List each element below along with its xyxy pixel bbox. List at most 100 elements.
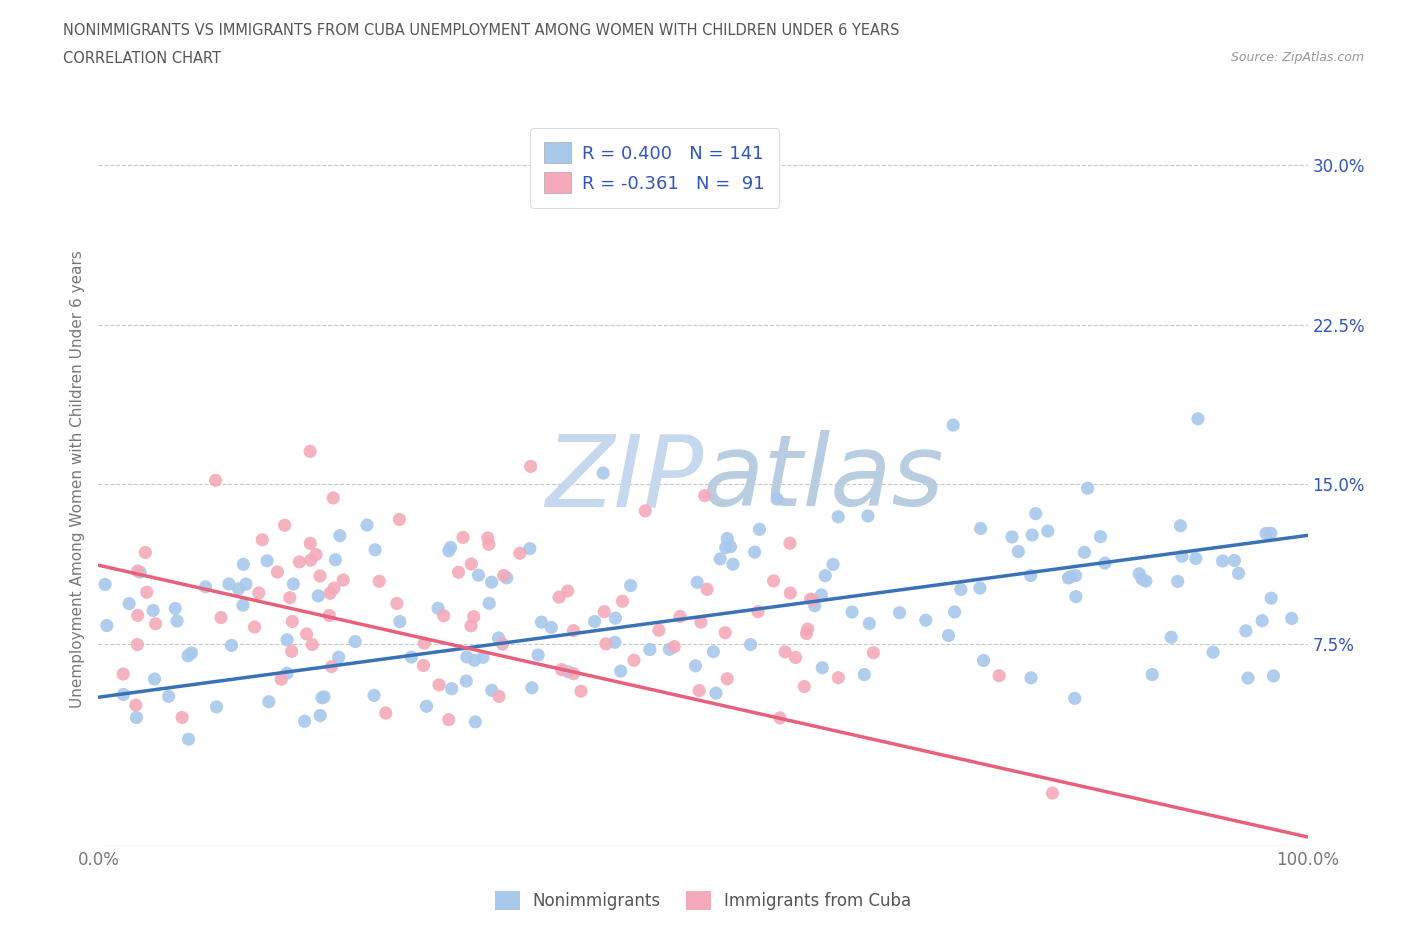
- Point: [1227, 566, 1250, 581]
- Point: [856, 509, 879, 524]
- Point: [562, 623, 585, 638]
- Point: [1019, 671, 1042, 685]
- Point: [325, 552, 347, 567]
- Text: atlas: atlas: [703, 431, 945, 527]
- Point: [1001, 529, 1024, 544]
- Point: [460, 618, 482, 633]
- Point: [464, 714, 486, 729]
- Point: [562, 666, 585, 681]
- Point: [721, 557, 744, 572]
- Point: [388, 512, 411, 527]
- Point: [478, 537, 501, 551]
- Point: [1160, 630, 1182, 644]
- Point: [456, 649, 478, 664]
- Point: [704, 685, 727, 700]
- Point: [294, 714, 316, 729]
- Point: [943, 604, 966, 619]
- Point: [463, 609, 485, 624]
- Point: [1263, 669, 1285, 684]
- Point: [437, 712, 460, 727]
- Point: [689, 615, 711, 630]
- Point: [488, 689, 510, 704]
- Point: [530, 615, 553, 630]
- Point: [773, 644, 796, 659]
- Point: [664, 639, 686, 654]
- Point: [385, 596, 408, 611]
- Point: [688, 684, 710, 698]
- Point: [1090, 529, 1112, 544]
- Point: [299, 536, 322, 551]
- Point: [720, 539, 742, 554]
- Point: [1281, 611, 1303, 626]
- Point: [1260, 591, 1282, 605]
- Point: [889, 605, 911, 620]
- Point: [1057, 571, 1080, 586]
- Point: [748, 522, 770, 537]
- Point: [1234, 623, 1257, 638]
- Point: [243, 619, 266, 634]
- Point: [194, 579, 217, 594]
- Point: [495, 570, 517, 585]
- Point: [638, 642, 661, 657]
- Point: [252, 532, 274, 547]
- Point: [177, 732, 200, 747]
- Point: [949, 582, 972, 597]
- Point: [1167, 574, 1189, 589]
- Point: [439, 540, 461, 555]
- Y-axis label: Unemployment Among Women with Children Under 6 years: Unemployment Among Women with Children U…: [69, 250, 84, 708]
- Point: [1171, 549, 1194, 564]
- Point: [280, 644, 302, 658]
- Point: [209, 610, 232, 625]
- Point: [696, 582, 718, 597]
- Point: [218, 577, 240, 591]
- Point: [322, 490, 344, 505]
- Point: [1140, 667, 1163, 682]
- Point: [247, 586, 270, 601]
- Point: [740, 637, 762, 652]
- Point: [814, 568, 837, 583]
- Point: [1128, 566, 1150, 581]
- Point: [232, 598, 254, 613]
- Point: [388, 614, 411, 629]
- Point: [221, 638, 243, 653]
- Point: [328, 650, 350, 665]
- Point: [1042, 786, 1064, 801]
- Point: [112, 667, 135, 682]
- Point: [1130, 572, 1153, 587]
- Point: [451, 530, 474, 545]
- Point: [401, 650, 423, 665]
- Point: [1064, 590, 1087, 604]
- Point: [1170, 518, 1192, 533]
- Point: [1254, 526, 1277, 541]
- Point: [492, 568, 515, 583]
- Point: [363, 688, 385, 703]
- Point: [540, 620, 562, 635]
- Point: [319, 586, 342, 601]
- Point: [693, 488, 716, 503]
- Point: [716, 531, 738, 546]
- Point: [427, 601, 450, 616]
- Point: [685, 658, 707, 673]
- Point: [94, 577, 117, 591]
- Point: [301, 637, 323, 652]
- Point: [793, 679, 815, 694]
- Point: [969, 521, 991, 536]
- Point: [309, 708, 332, 723]
- Text: CORRELATION CHART: CORRELATION CHART: [63, 51, 221, 66]
- Point: [779, 586, 801, 601]
- Point: [592, 466, 614, 481]
- Point: [858, 616, 880, 631]
- Point: [862, 645, 884, 660]
- Point: [172, 710, 194, 724]
- Point: [368, 574, 391, 589]
- Point: [1036, 524, 1059, 538]
- Point: [283, 577, 305, 591]
- Point: [228, 581, 250, 596]
- Point: [270, 671, 292, 686]
- Point: [648, 623, 671, 638]
- Point: [412, 658, 434, 673]
- Point: [769, 711, 792, 725]
- Point: [1260, 525, 1282, 540]
- Point: [1187, 411, 1209, 426]
- Point: [620, 578, 643, 593]
